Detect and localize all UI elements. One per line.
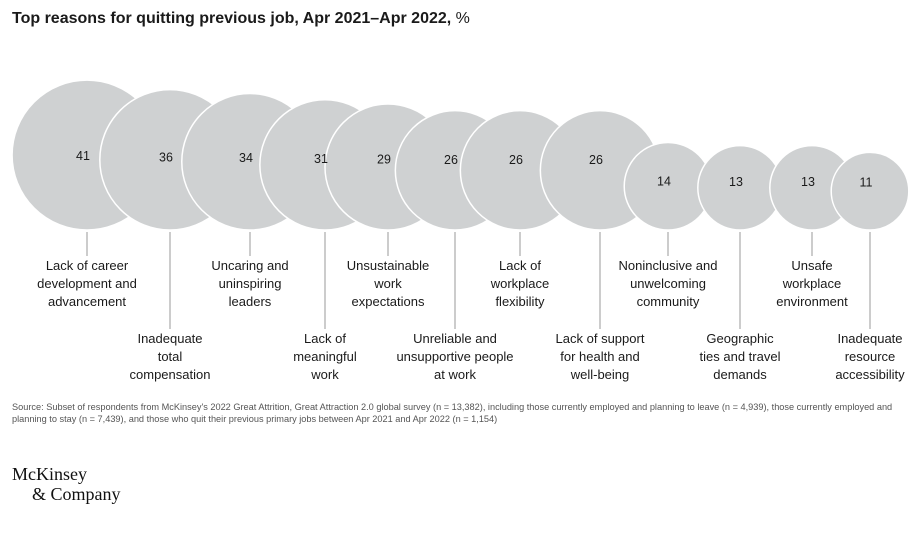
category-label-line: community [637,294,700,309]
category-label-line: resource [845,349,896,364]
category-label-line: workplace [782,276,842,291]
category-label-3: Uncaring and uninspiring leaders [211,258,288,309]
value-label-1: 41 [76,149,90,163]
bubble-chart: 41 36 34 31 29 26 26 26 14 13 13 11 Lack of career d… [11,79,910,382]
category-label-5: Unsustainable work expectations [347,258,429,309]
category-label-line: Lack of support [556,331,645,346]
category-label-2: Inadequate total compensation [130,331,211,382]
logo-line-1: McKinsey [12,464,87,484]
category-label-10: Geographic ties and travel demands [700,331,781,382]
category-label-line: uninspiring [219,276,282,291]
value-label-5: 29 [377,152,391,166]
category-label-line: unsupportive people [396,349,513,364]
value-label-11: 13 [801,175,815,189]
value-label-8: 26 [589,153,603,167]
category-label-8: Lack of support for health and well-being [556,331,645,382]
category-label-line: accessibility [835,367,905,382]
source-note: Source: Subset of respondents from McKin… [12,402,893,424]
category-label-line: expectations [352,294,425,309]
category-label-line: Lack of career [46,258,129,273]
category-label-line: Unreliable and [413,331,497,346]
category-label-12: Inadequate resource accessibility [835,331,905,382]
bubble-12 [830,151,910,231]
category-label-line: Inadequate [837,331,902,346]
category-label-line: Lack of [499,258,541,273]
category-label-11: Unsafe workplace environment [776,258,848,309]
category-label-line: work [310,367,339,382]
logo-line-2: & Company [32,484,121,504]
category-label-line: Unsafe [791,258,832,273]
value-label-7: 26 [509,153,523,167]
value-label-2: 36 [159,150,173,164]
value-label-3: 34 [239,151,253,165]
category-label-line: ties and travel [700,349,781,364]
category-label-line: development and [37,276,137,291]
category-label-line: for health and [560,349,640,364]
value-label-12: 11 [860,175,873,189]
bubbles-group: 41 36 34 31 29 26 26 26 14 13 13 11 [11,79,910,231]
category-label-line: environment [776,294,848,309]
category-label-line: unwelcoming [630,276,706,291]
category-label-4: Lack of meaningful work [293,331,357,382]
category-label-1: Lack of career development and advancement [37,258,137,309]
category-label-line: meaningful [293,349,357,364]
mckinsey-logo: McKinsey & Company [12,464,121,504]
category-label-line: work [373,276,402,291]
category-label-line: Geographic [706,331,774,346]
value-label-4: 31 [314,152,328,166]
connectors-group [86,232,871,329]
category-label-line: Uncaring and [211,258,288,273]
category-label-7: Lack of workplace flexibility [490,258,550,309]
category-labels-group: Lack of career development and advancement… [37,258,905,382]
category-label-line: flexibility [495,294,545,309]
value-label-9: 14 [657,175,671,189]
category-label-line: at work [434,367,476,382]
category-label-line: leaders [229,294,272,309]
category-label-line: Unsustainable [347,258,429,273]
category-label-line: workplace [490,276,550,291]
category-label-line: Lack of [304,331,346,346]
category-label-line: well-being [570,367,630,382]
category-label-line: demands [713,367,767,382]
category-label-9: Noninclusive and unwelcoming community [618,258,717,309]
category-label-line: total [158,349,183,364]
chart-title: Top reasons for quitting previous job, A… [12,10,470,27]
category-label-line: compensation [130,367,211,382]
value-label-10: 13 [729,175,743,189]
category-label-line: advancement [48,294,126,309]
category-label-line: Noninclusive and [618,258,717,273]
value-label-6: 26 [444,153,458,167]
category-label-line: Inadequate [137,331,202,346]
category-label-6: Unreliable and unsupportive people at work [396,331,513,382]
title-unit: % [455,10,470,27]
